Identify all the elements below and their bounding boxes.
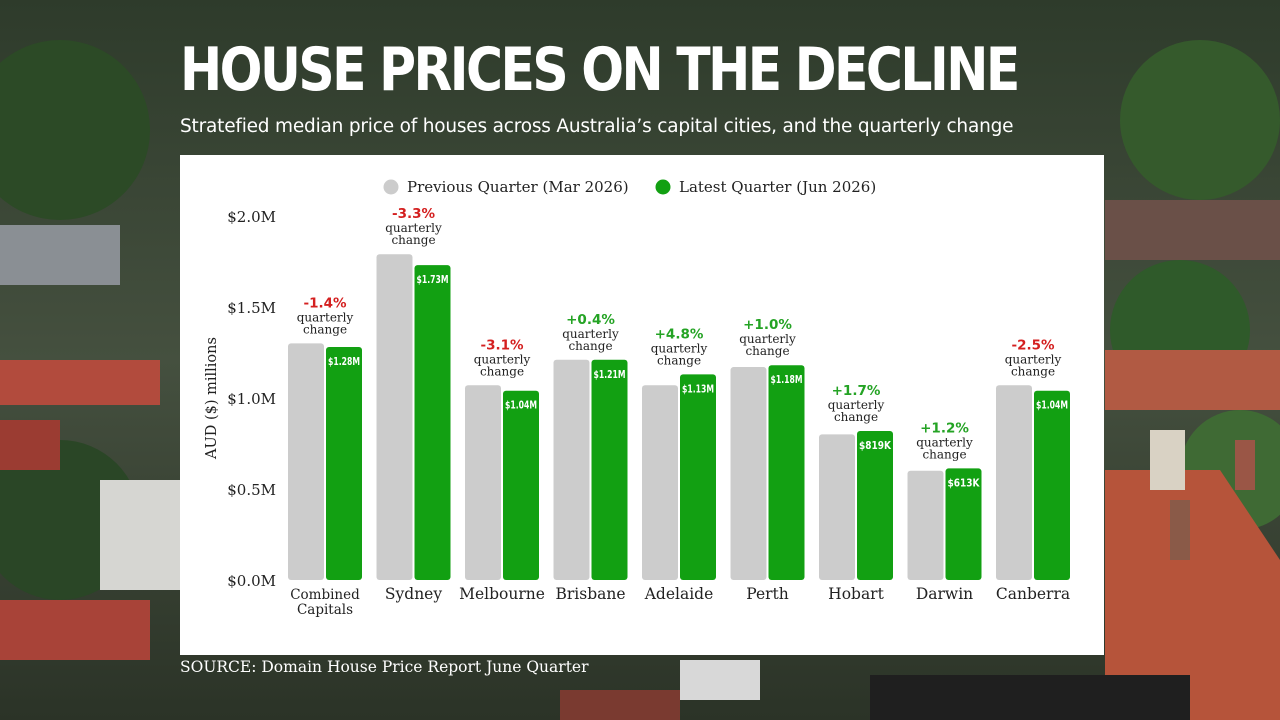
change-value: -1.4% bbox=[303, 295, 347, 311]
bar-latest bbox=[326, 347, 362, 580]
bar-previous bbox=[996, 385, 1032, 580]
bar-value-label: $1.73M bbox=[417, 274, 449, 286]
x-tick-label: Perth bbox=[746, 585, 789, 603]
change-caption: change bbox=[922, 447, 966, 461]
x-tick-label: Darwin bbox=[916, 585, 973, 603]
page-subtitle: Stratefied median price of houses across… bbox=[180, 116, 1014, 137]
change-value: +4.8% bbox=[655, 326, 704, 342]
bar-latest bbox=[414, 265, 451, 580]
bar-previous bbox=[642, 385, 678, 580]
bar-value-label: $1.18M bbox=[771, 374, 803, 386]
bar-previous bbox=[730, 367, 767, 580]
y-axis-label: AUD ($) millions bbox=[204, 337, 220, 460]
change-caption: change bbox=[834, 410, 878, 424]
x-tick-label: Combined bbox=[290, 587, 360, 603]
bar-value-label: $1.21M bbox=[594, 369, 626, 381]
bar-latest bbox=[1034, 390, 1070, 580]
change-value: -2.5% bbox=[1011, 337, 1055, 353]
x-tick-label: Sydney bbox=[385, 585, 442, 603]
change-value: -3.1% bbox=[480, 337, 524, 353]
y-tick-label: $0.5M bbox=[227, 481, 276, 499]
legend-label-previous: Previous Quarter (Mar 2026) bbox=[407, 178, 629, 196]
x-tick-label: Adelaide bbox=[644, 585, 714, 603]
change-caption: change bbox=[391, 233, 435, 247]
legend-marker-previous bbox=[383, 179, 399, 195]
change-caption: change bbox=[303, 322, 347, 336]
change-caption: quarterly bbox=[562, 327, 619, 341]
change-caption: quarterly bbox=[828, 398, 885, 412]
bar-latest bbox=[680, 374, 716, 580]
change-caption: quarterly bbox=[651, 341, 708, 355]
bar-previous bbox=[288, 343, 324, 580]
bar-value-label: $819K bbox=[859, 440, 892, 452]
change-caption: quarterly bbox=[297, 310, 354, 324]
source-note: SOURCE: Domain House Price Report June Q… bbox=[180, 658, 589, 676]
y-tick-label: $2.0M bbox=[227, 208, 276, 226]
bar-chart: $0.0M $0.5M $1.0M $1.5M $2.0M AUD ($) million… bbox=[204, 178, 1070, 618]
change-caption: quarterly bbox=[474, 352, 531, 366]
y-tick-label: $1.0M bbox=[227, 390, 276, 408]
bar-value-label: $613K bbox=[948, 477, 981, 489]
bar-latest bbox=[591, 359, 628, 580]
bar-latest bbox=[768, 365, 805, 580]
change-caption: change bbox=[480, 364, 524, 378]
change-value: -3.3% bbox=[392, 206, 436, 222]
y-tick-label: $1.5M bbox=[227, 299, 276, 317]
bar-previous bbox=[553, 359, 590, 580]
bar-value-label: $1.13M bbox=[682, 383, 714, 395]
bar-previous bbox=[465, 385, 501, 580]
y-tick-label: $0.0M bbox=[227, 572, 276, 590]
change-value: +1.0% bbox=[743, 317, 792, 333]
bar-previous bbox=[907, 470, 944, 580]
bar-value-label: $1.04M bbox=[1036, 400, 1068, 412]
change-value: +1.2% bbox=[920, 420, 969, 436]
bar-latest bbox=[945, 468, 982, 580]
bar-previous bbox=[819, 434, 855, 580]
change-caption: change bbox=[1011, 364, 1055, 378]
change-caption: quarterly bbox=[916, 435, 973, 449]
legend-marker-latest bbox=[655, 179, 671, 195]
change-caption: change bbox=[745, 344, 789, 358]
change-caption: quarterly bbox=[739, 332, 796, 346]
legend-label-latest: Latest Quarter (Jun 2026) bbox=[679, 178, 876, 196]
bar-previous bbox=[376, 254, 413, 580]
bar-value-label: $1.04M bbox=[505, 400, 537, 412]
x-tick-label: Hobart bbox=[828, 585, 884, 603]
bar-latest bbox=[857, 430, 893, 580]
change-caption: change bbox=[568, 339, 612, 353]
change-caption: quarterly bbox=[1005, 352, 1062, 366]
x-tick-label: Canberra bbox=[996, 585, 1070, 603]
x-tick-label: Melbourne bbox=[459, 585, 545, 603]
x-tick-label: Brisbane bbox=[555, 585, 625, 603]
bar-latest bbox=[503, 390, 539, 580]
change-caption: change bbox=[657, 353, 701, 367]
page-title: HOUSE PRICES ON THE DECLINE bbox=[180, 35, 1020, 105]
x-tick-label: Capitals bbox=[297, 602, 353, 618]
change-value: +1.7% bbox=[832, 383, 881, 399]
bar-value-label: $1.28M bbox=[328, 356, 360, 368]
change-caption: quarterly bbox=[385, 221, 442, 235]
change-value: +0.4% bbox=[566, 312, 615, 328]
chart-panel: $0.0M $0.5M $1.0M $1.5M $2.0M AUD ($) million… bbox=[180, 155, 1104, 655]
